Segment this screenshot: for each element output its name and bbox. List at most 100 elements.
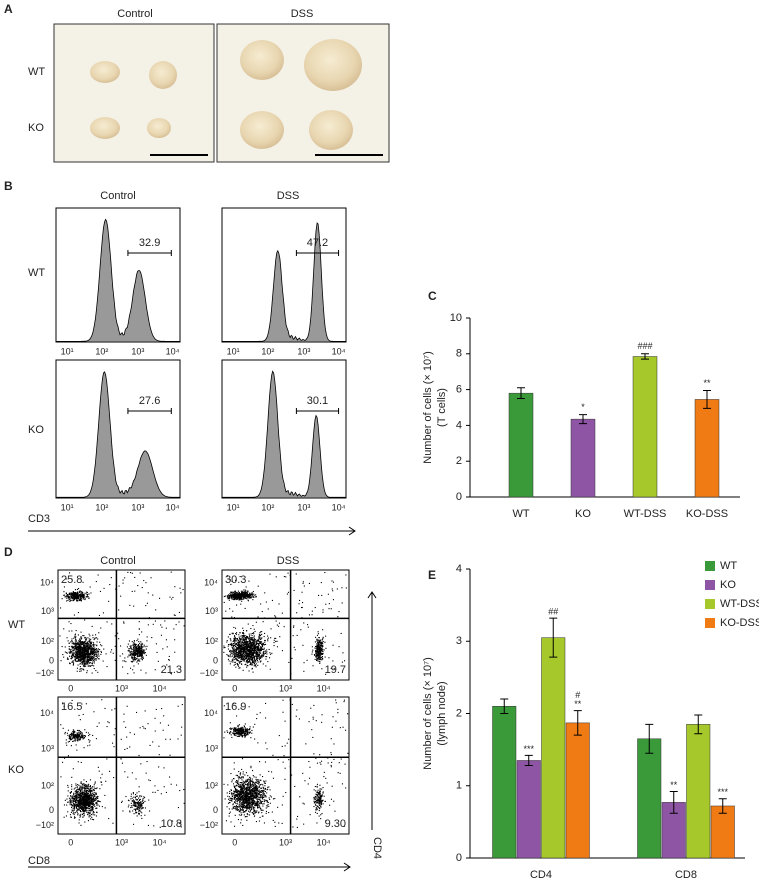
event-dot	[238, 634, 239, 635]
event-dot	[321, 582, 322, 583]
event-dot	[73, 655, 74, 656]
event-dot	[85, 794, 86, 795]
event-dot	[137, 808, 138, 809]
event-dot	[78, 813, 79, 814]
event-dot	[299, 600, 300, 601]
event-dot	[81, 804, 82, 805]
event-dot	[70, 800, 71, 801]
event-dot	[99, 649, 100, 650]
event-dot	[224, 602, 225, 603]
event-dot	[85, 647, 86, 648]
event-dot	[243, 635, 244, 636]
event-dot	[81, 787, 82, 788]
event-dot	[70, 594, 71, 595]
event-dot	[87, 645, 88, 646]
event-dot	[141, 805, 142, 806]
event-dot	[241, 656, 242, 657]
event-dot	[77, 792, 78, 793]
event-dot	[83, 660, 84, 661]
x-tick-label: 10³	[115, 683, 128, 693]
event-dot	[172, 597, 173, 598]
event-dot	[223, 646, 224, 647]
event-dot	[148, 624, 149, 625]
event-dot	[127, 656, 128, 657]
event-dot	[71, 649, 72, 650]
event-dot	[82, 649, 83, 650]
event-dot	[153, 624, 154, 625]
event-dot	[166, 639, 167, 640]
event-dot	[92, 801, 93, 802]
quadrant-value: 25.8	[61, 574, 82, 586]
photo-panel	[54, 24, 389, 162]
event-dot	[246, 637, 247, 638]
event-dot	[341, 587, 342, 588]
event-dot	[93, 819, 94, 820]
event-dot	[249, 649, 250, 650]
event-dot	[241, 601, 242, 602]
event-dot	[243, 632, 244, 633]
event-dot	[92, 635, 93, 636]
event-dot	[236, 592, 237, 593]
event-dot	[307, 660, 308, 661]
event-dot	[69, 741, 70, 742]
event-dot	[86, 791, 87, 792]
event-dot	[323, 641, 324, 642]
event-dot	[302, 592, 303, 593]
event-dot	[77, 655, 78, 656]
event-dot	[77, 794, 78, 795]
event-dot	[86, 592, 87, 593]
event-dot	[307, 624, 308, 625]
event-dot	[137, 815, 138, 816]
event-dot	[238, 591, 239, 592]
event-dot	[248, 647, 249, 648]
event-dot	[68, 790, 69, 791]
event-dot	[67, 802, 68, 803]
event-dot	[89, 815, 90, 816]
event-dot	[93, 648, 94, 649]
event-dot	[282, 613, 283, 614]
event-dot	[251, 596, 252, 597]
event-dot	[92, 786, 93, 787]
event-dot	[344, 660, 345, 661]
event-dot	[239, 649, 240, 650]
event-dot	[332, 588, 333, 589]
event-dot	[90, 648, 91, 649]
event-dot	[141, 657, 142, 658]
event-dot	[100, 591, 101, 592]
event-dot	[84, 800, 85, 801]
event-dot	[113, 777, 114, 778]
event-dot	[234, 636, 235, 637]
event-dot	[240, 595, 241, 596]
event-dot	[73, 592, 74, 593]
event-dot	[234, 596, 235, 597]
event-dot	[176, 785, 177, 786]
x-tick-label: 10²	[261, 346, 274, 356]
event-dot	[73, 736, 74, 737]
lymph-node	[147, 118, 171, 138]
event-dot	[276, 576, 277, 577]
event-dot	[88, 661, 89, 662]
event-dot	[269, 574, 270, 575]
event-dot	[133, 654, 134, 655]
event-dot	[70, 663, 71, 664]
event-dot	[87, 801, 88, 802]
event-dot	[84, 650, 85, 651]
event-dot	[137, 799, 138, 800]
event-dot	[134, 641, 135, 642]
event-dot	[231, 617, 232, 618]
event-dot	[249, 593, 250, 594]
event-dot	[80, 798, 81, 799]
event-dot	[321, 595, 322, 596]
event-dot	[238, 666, 239, 667]
event-dot	[235, 595, 236, 596]
event-dot	[80, 732, 81, 733]
event-dot	[74, 804, 75, 805]
event-dot	[163, 767, 164, 768]
event-dot	[89, 812, 90, 813]
y-tick-label: 0	[213, 656, 218, 666]
event-dot	[144, 650, 145, 651]
event-dot	[91, 817, 92, 818]
event-dot	[71, 652, 72, 653]
event-dot	[285, 576, 286, 577]
event-dot	[248, 600, 249, 601]
